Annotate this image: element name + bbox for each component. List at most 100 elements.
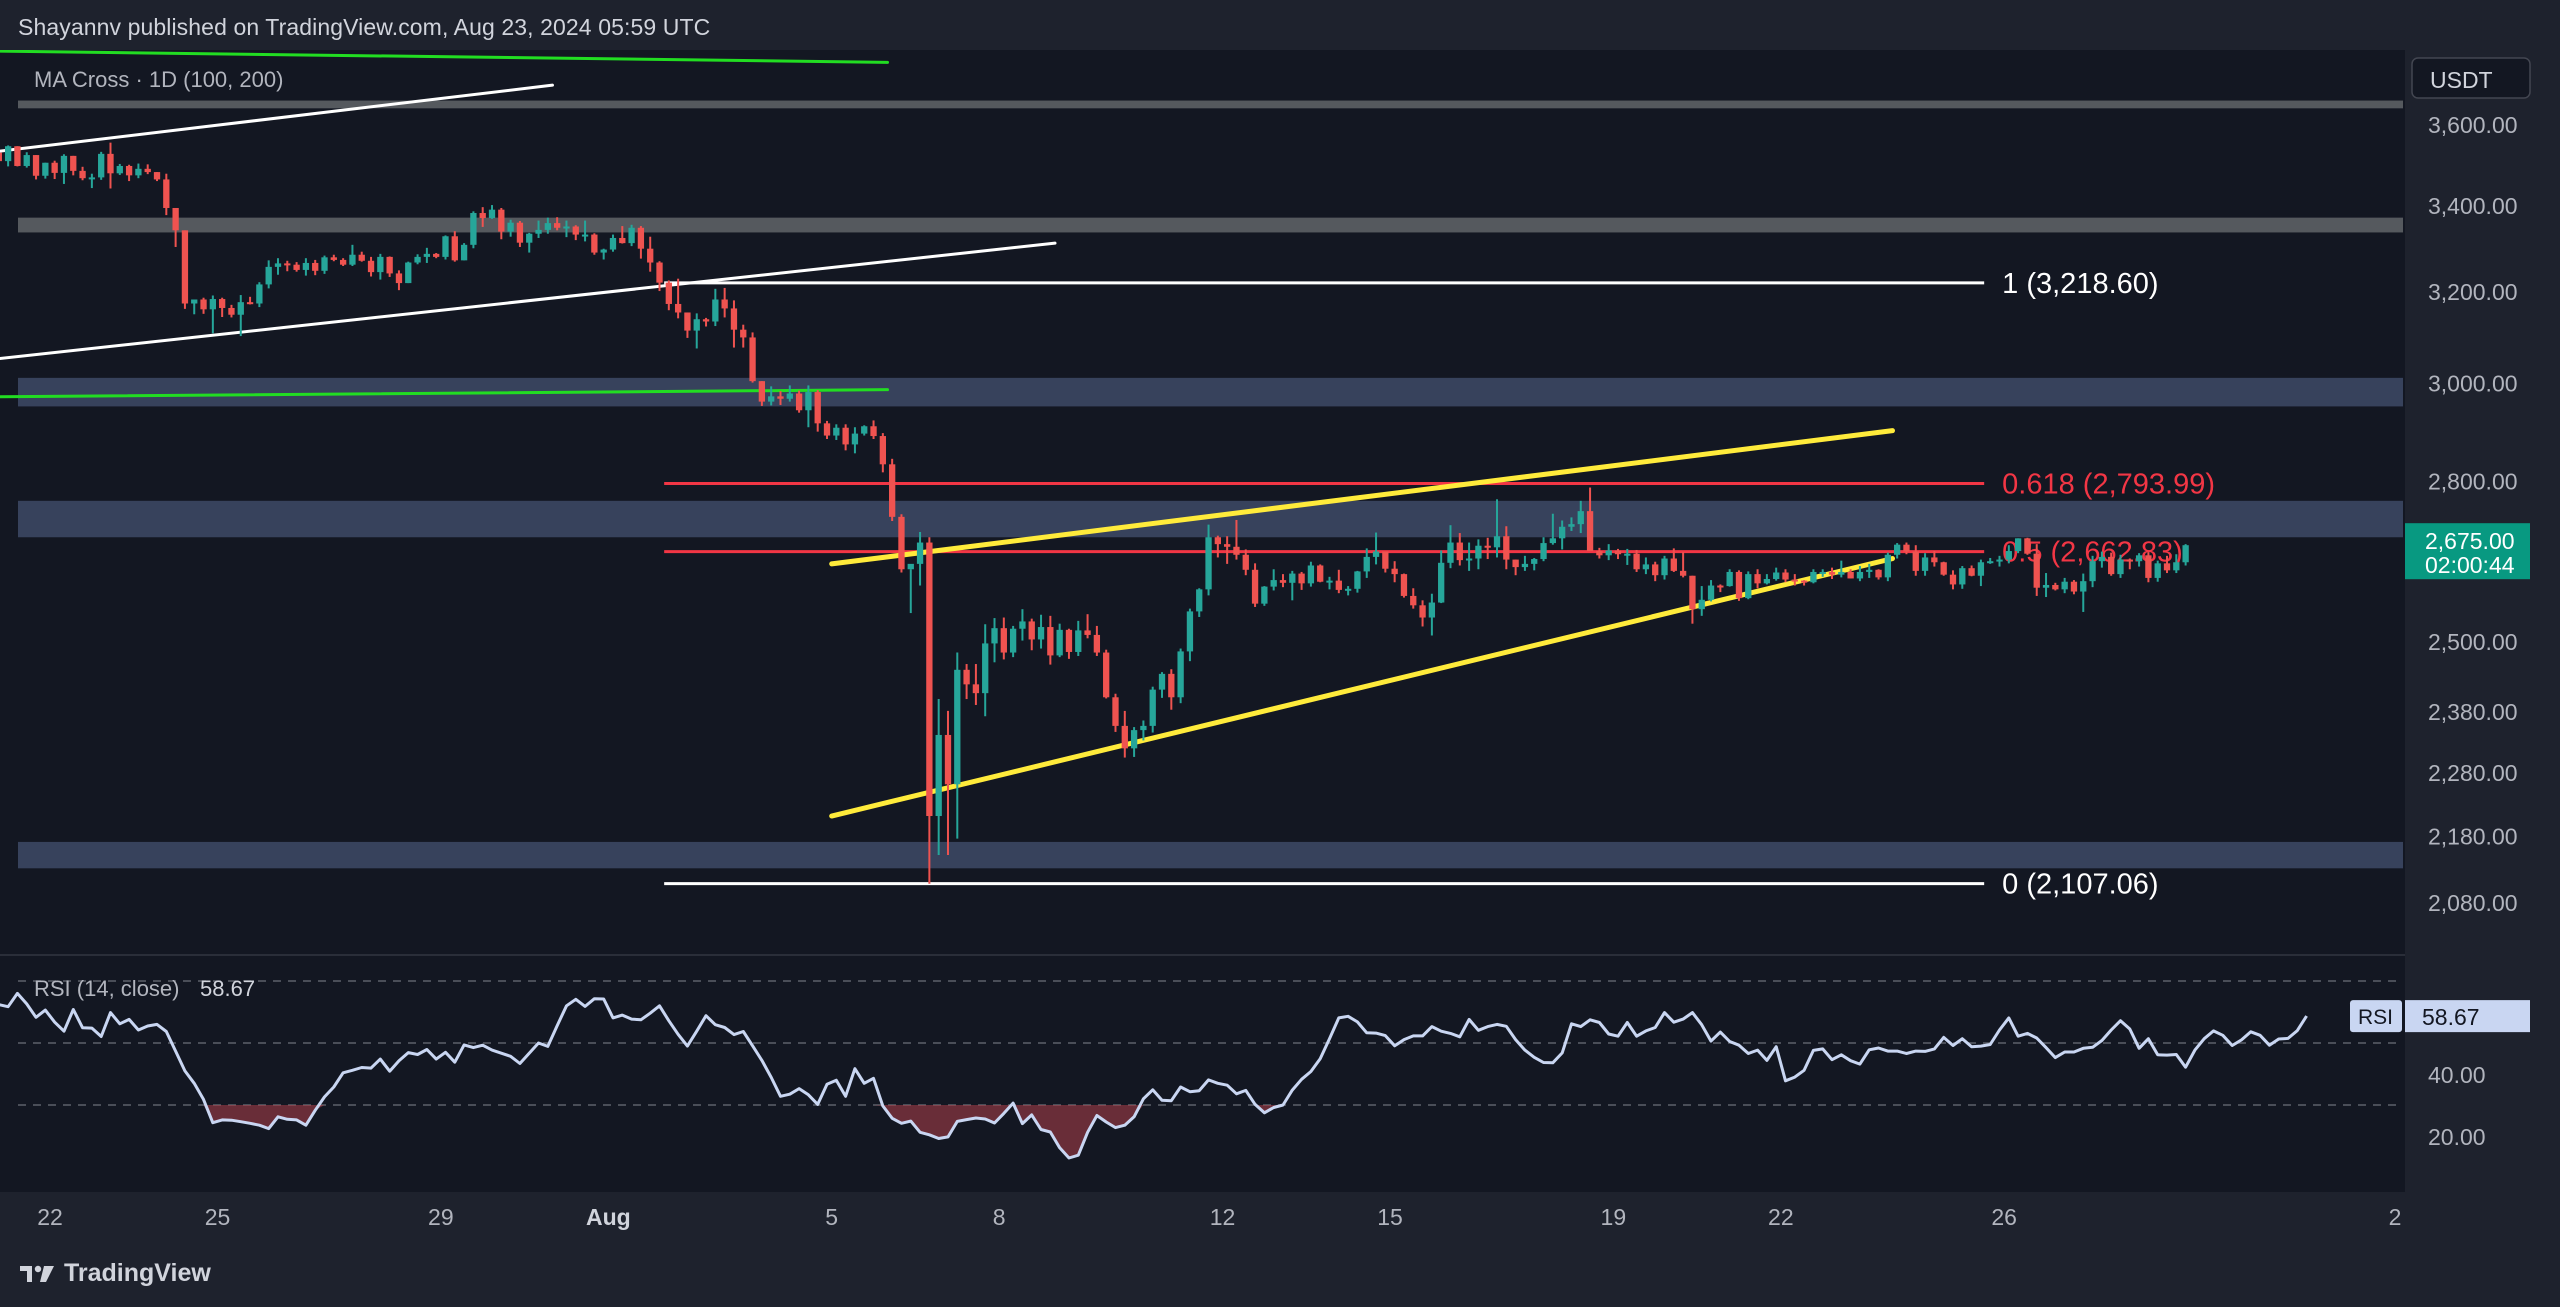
candle xyxy=(1614,548,1622,560)
candle-body xyxy=(563,226,570,229)
x-tick-label: 8 xyxy=(993,1204,1006,1230)
candle xyxy=(1391,561,1398,583)
candle xyxy=(730,300,738,348)
candle-body xyxy=(1484,545,1491,548)
candle-body xyxy=(219,299,226,308)
candle-body xyxy=(1782,572,1789,580)
candle xyxy=(1810,569,1817,584)
candle xyxy=(1279,574,1287,588)
candle-body xyxy=(51,162,58,173)
x-tick-label: 19 xyxy=(1601,1204,1627,1230)
price-countdown-label: 02:00:44 xyxy=(2425,552,2515,578)
candle-body xyxy=(1931,557,1938,563)
candle xyxy=(991,618,998,663)
candle-body xyxy=(1875,569,1882,578)
fib-level-label: 0.618 (2,793.99) xyxy=(2002,468,2215,500)
candle-body xyxy=(2042,584,2050,588)
candle xyxy=(0,152,2,162)
candle xyxy=(1224,536,1231,564)
candle xyxy=(1158,672,1166,698)
candle xyxy=(23,152,30,168)
candle-body xyxy=(1856,571,1864,579)
candle-body xyxy=(367,260,375,273)
candle-body xyxy=(861,426,868,434)
tradingview-brand: TradingView xyxy=(64,1259,211,1287)
candle-body xyxy=(2108,556,2115,575)
candle-body xyxy=(2052,584,2059,590)
candle xyxy=(600,248,607,260)
candle-body xyxy=(982,643,989,694)
candle xyxy=(405,261,412,284)
candle xyxy=(209,295,216,334)
candle xyxy=(842,424,849,451)
candle-body xyxy=(237,302,244,315)
chart-svg[interactable]: 1 (3,218.60)0.618 (2,793.99)0.5 (2,662.8… xyxy=(0,50,2560,1240)
candle xyxy=(795,390,803,413)
candle xyxy=(1912,545,1919,576)
candle xyxy=(1512,559,1519,576)
candle xyxy=(349,244,356,267)
candle-body xyxy=(32,155,40,176)
candle xyxy=(2135,553,2143,567)
rsi-value-label: 58.67 xyxy=(200,976,255,1001)
candle-body xyxy=(88,177,96,180)
candle-body xyxy=(1903,544,1910,552)
candle-body xyxy=(1940,562,1947,575)
candle xyxy=(1438,550,1445,604)
candle-body xyxy=(2014,538,2022,552)
candle xyxy=(647,236,654,272)
candle-body xyxy=(647,248,654,263)
candle xyxy=(712,288,719,327)
candle xyxy=(1866,563,1873,578)
candle-body xyxy=(1317,565,1324,582)
candle-body xyxy=(823,423,831,436)
candle-body xyxy=(1196,589,1203,612)
currency-box[interactable] xyxy=(2411,57,2531,99)
candle xyxy=(1447,525,1454,569)
currency-selector[interactable]: USDT xyxy=(2411,57,2531,99)
x-tick-label: 2 xyxy=(2389,1204,2402,1230)
zone-blue-4 xyxy=(18,841,2403,869)
candle xyxy=(1037,614,1045,649)
candle-body xyxy=(879,436,886,465)
candle-body xyxy=(209,299,216,310)
candle xyxy=(1959,566,1966,589)
candle-body xyxy=(1531,559,1538,564)
candle-body xyxy=(1959,568,1966,585)
candle-body xyxy=(386,256,393,274)
candle-body xyxy=(1838,571,1845,575)
candle-body xyxy=(2089,561,2096,582)
candle-body xyxy=(1335,580,1342,590)
candle xyxy=(377,253,384,280)
candle xyxy=(88,173,96,189)
candle xyxy=(535,220,542,238)
publish-info: Shayannv published on TradingView.com, A… xyxy=(18,14,711,40)
candle-body xyxy=(2117,559,2124,575)
rsi-line xyxy=(0,991,2308,1160)
candle-body xyxy=(1568,524,1575,527)
candle xyxy=(32,155,40,180)
candle-body xyxy=(2061,581,2068,590)
x-tick-label: Aug xyxy=(586,1204,631,1230)
candle-body xyxy=(1326,580,1333,583)
candle xyxy=(442,235,449,260)
candle xyxy=(2024,537,2031,555)
rsi-oversold-fill xyxy=(203,1105,1283,1159)
zone-gray-1 xyxy=(18,217,2403,233)
candle xyxy=(1679,552,1687,578)
candle-body xyxy=(358,254,365,261)
candle-body xyxy=(991,628,998,644)
candle-body xyxy=(1177,651,1184,698)
candle xyxy=(1130,727,1138,757)
candle xyxy=(2080,573,2087,612)
candle xyxy=(1075,620,1082,656)
current-price-label: 2,675.00 xyxy=(2425,528,2515,554)
candle xyxy=(1735,570,1743,601)
tradingview-logo[interactable]: TradingView xyxy=(18,1259,211,1288)
candle xyxy=(889,458,896,522)
candle-body xyxy=(2145,555,2152,578)
candle-body xyxy=(777,396,784,399)
chart-area[interactable]: 1 (3,218.60) 0.618 (2,793.99) 0.5 (2,662.8… xyxy=(0,50,2560,1240)
candle-body xyxy=(814,392,821,424)
y-tick-label: 2,500.00 xyxy=(2428,629,2518,655)
